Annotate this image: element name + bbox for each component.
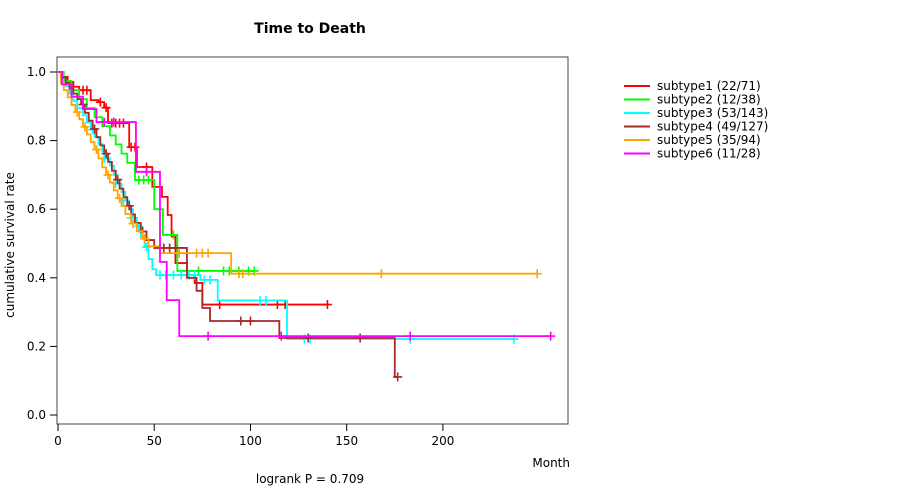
x-axis-label: Month	[532, 456, 570, 470]
censor-marks-subtype3	[88, 125, 519, 344]
censor-marks-subtype1	[78, 85, 332, 310]
x-tick-label: 200	[431, 434, 454, 448]
curve-subtype6	[58, 71, 551, 338]
survival-curves	[58, 71, 556, 382]
legend-label-subtype5: subtype5 (35/94)	[657, 133, 761, 147]
axes: 0 50 100 150 200 0.0 0.2 0.4 0.6 0.8 1.0	[27, 56, 569, 448]
legend: subtype1 (22/71)subtype2 (12/38)subtype3…	[624, 79, 768, 161]
logrank-p-annotation: logrank P = 0.709	[256, 472, 364, 486]
x-tick-label: 100	[239, 434, 262, 448]
censor-marks-subtype6	[99, 117, 556, 341]
legend-label-subtype3: subtype3 (53/143)	[657, 106, 768, 120]
legend-label-subtype4: subtype4 (49/127)	[657, 120, 768, 134]
x-tick-label: 0	[54, 434, 62, 448]
curve-subtype4	[58, 71, 398, 378]
curve-subtype5	[58, 71, 538, 275]
censor-marks-subtype5	[72, 107, 542, 279]
y-tick-label: 0.0	[27, 408, 46, 422]
curve-subtype1	[58, 71, 328, 306]
legend-label-subtype2: subtype2 (12/38)	[657, 93, 761, 107]
legend-label-subtype1: subtype1 (22/71)	[657, 79, 761, 93]
y-tick-label: 1.0	[27, 65, 46, 79]
plot-box	[56, 56, 569, 425]
x-tick-label: 150	[335, 434, 358, 448]
curve-subtype2	[58, 71, 255, 272]
y-axis-label: cumulative survival rate	[3, 172, 17, 318]
y-tick-label: 0.8	[27, 134, 46, 148]
y-tick-label: 0.4	[27, 271, 46, 285]
legend-label-subtype6: subtype6 (11/28)	[657, 147, 761, 161]
chart-title: Time to Death	[254, 21, 366, 37]
y-tick-label: 0.2	[27, 339, 46, 353]
x-tick-label: 50	[147, 434, 162, 448]
y-tick-label: 0.6	[27, 202, 46, 216]
